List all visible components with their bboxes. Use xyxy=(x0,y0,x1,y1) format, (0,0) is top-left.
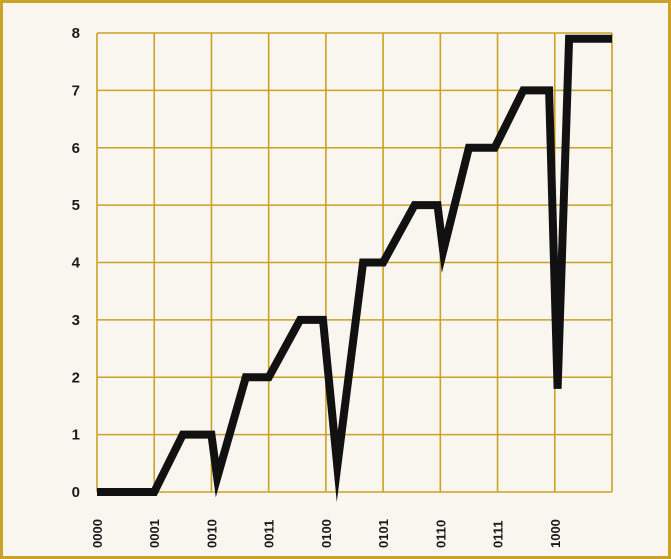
series-group xyxy=(97,34,612,503)
x-tick-label: 0100 xyxy=(319,519,334,548)
y-axis-ticks: 0 1 2 3 4 5 6 7 8 xyxy=(72,25,81,501)
x-tick-label: 0110 xyxy=(433,520,448,548)
x-tick-label: 0101 xyxy=(376,519,391,548)
y-tick-label: 6 xyxy=(72,140,80,157)
y-tick-label: 2 xyxy=(72,369,80,386)
x-tick-label: 0111 xyxy=(491,521,506,549)
y-tick-label: 1 xyxy=(72,427,80,444)
y-tick-label: 4 xyxy=(72,255,81,272)
x-tick-label: 0011 xyxy=(262,520,277,548)
y-tick-label: 8 xyxy=(72,25,80,42)
y-tick-label: 5 xyxy=(72,197,80,214)
x-tick-label: 0001 xyxy=(147,519,162,548)
x-tick-label: 0010 xyxy=(204,519,219,548)
x-tick-label: 1000 xyxy=(548,519,563,548)
series-line-0 xyxy=(97,34,612,503)
y-tick-label: 7 xyxy=(72,82,80,99)
y-tick-label: 0 xyxy=(72,484,80,501)
x-tick-label: 0000 xyxy=(90,519,105,548)
y-tick-label: 3 xyxy=(72,312,80,329)
x-axis-ticks: 0000 0001 0010 0011 0100 0101 0110 0111 1000 xyxy=(90,519,563,548)
